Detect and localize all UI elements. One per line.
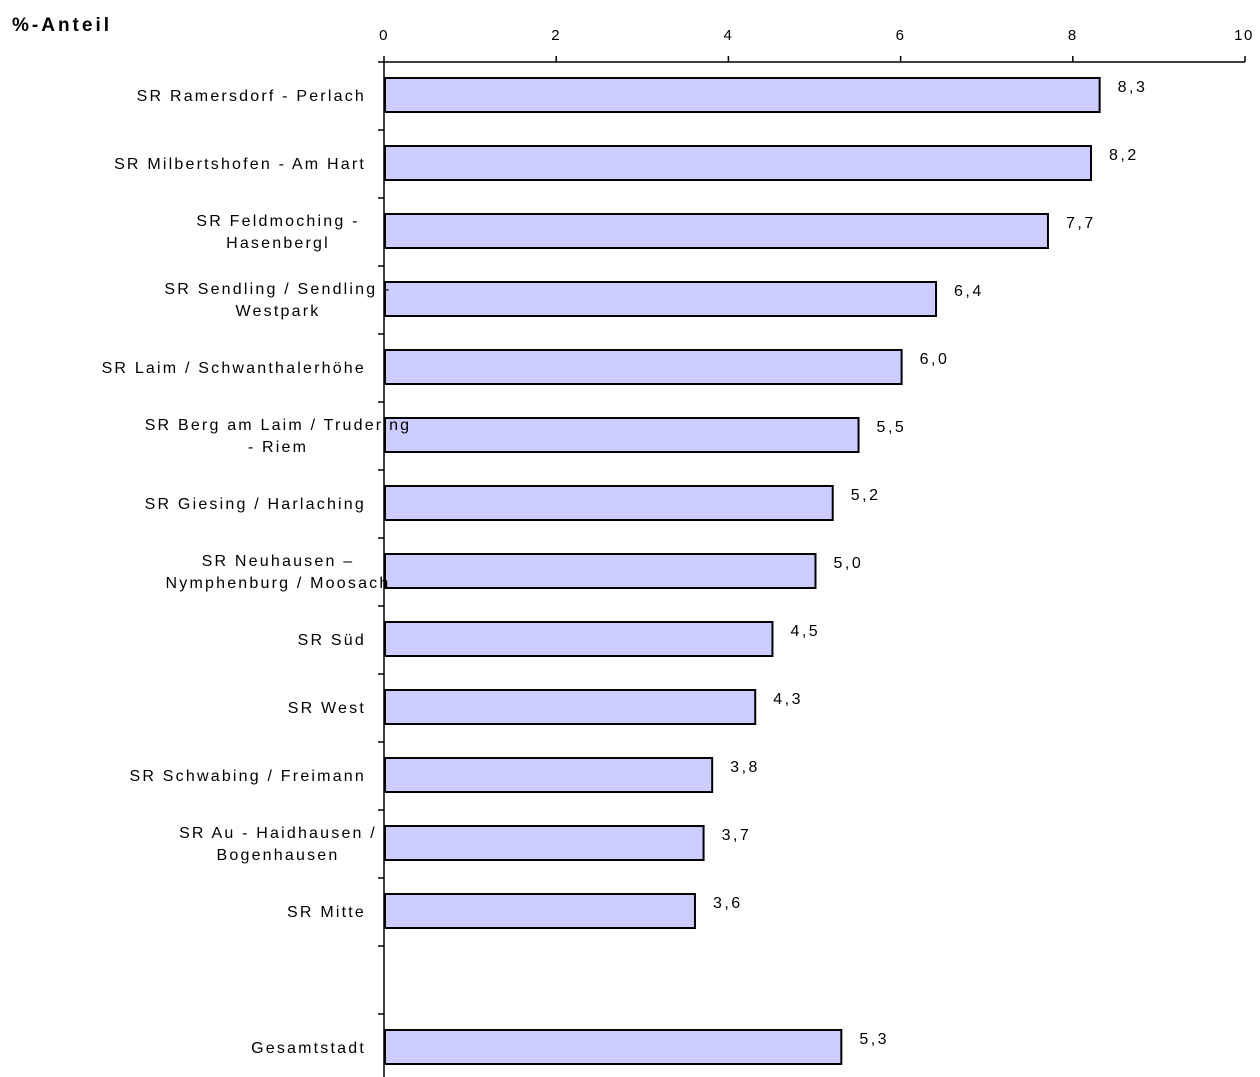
- x-tick-label: 10: [1234, 27, 1254, 44]
- bar: [384, 281, 938, 317]
- data-label: 4,5: [790, 623, 820, 640]
- bar: [384, 893, 696, 929]
- category-label: SR Süd: [298, 632, 366, 649]
- bar: [384, 349, 903, 385]
- category-label: SR Schwabing / Freimann: [130, 768, 366, 785]
- data-label: 6,4: [954, 283, 984, 300]
- unit-label: %-Anteil: [12, 15, 112, 36]
- category-label: Hasenbergl: [226, 235, 330, 252]
- category-label: SR Berg am Laim / Trudering: [145, 417, 412, 434]
- x-tick-label: 4: [723, 27, 733, 44]
- category-label: SR Ramersdorf - Perlach: [137, 88, 366, 105]
- label-layer: 0 2 4 6 8 10 8,3 SR Ramersdorf - Perlach 8,2 SR M…: [102, 27, 1254, 1057]
- category-label: SR Milbertshofen - Am Hart: [114, 156, 366, 173]
- data-label: 5,0: [834, 555, 864, 572]
- category-label: SR Laim / Schwanthalerhöhe: [102, 360, 366, 377]
- x-tick-label: 6: [896, 27, 906, 44]
- category-label: SR Sendling / Sendling -: [164, 281, 391, 298]
- bar: [384, 485, 834, 521]
- bar-layer: [384, 77, 1101, 1065]
- data-label: 7,7: [1066, 215, 1096, 232]
- data-label: 3,7: [722, 827, 752, 844]
- data-label: 6,0: [920, 351, 950, 368]
- category-label: SR Mitte: [287, 904, 366, 921]
- bar: [384, 417, 860, 453]
- x-tick-label: 2: [551, 27, 561, 44]
- category-label: Gesamtstadt: [251, 1040, 366, 1057]
- bar: [384, 553, 817, 589]
- bar: [384, 757, 714, 793]
- data-label: 8,3: [1118, 79, 1148, 96]
- category-label: Nymphenburg / Moosach: [166, 575, 391, 592]
- data-label: 3,8: [730, 759, 760, 776]
- data-label: 5,3: [859, 1031, 889, 1048]
- category-label: Bogenhausen: [217, 847, 340, 864]
- category-label: SR Giesing / Harlaching: [145, 496, 366, 513]
- data-label: 5,5: [877, 419, 907, 436]
- bar: [384, 145, 1093, 181]
- x-tick-label: 0: [379, 27, 389, 44]
- data-label: 3,6: [713, 895, 743, 912]
- category-label: SR West: [288, 700, 366, 717]
- x-tick-label: 8: [1068, 27, 1078, 44]
- data-label: 4,3: [773, 691, 803, 708]
- bar: [384, 825, 705, 861]
- category-label: SR Feldmoching -: [196, 213, 359, 230]
- data-label: 5,2: [851, 487, 881, 504]
- bar: [384, 77, 1101, 113]
- bar: [384, 621, 774, 657]
- bar: [384, 689, 757, 725]
- category-label: - Riem: [248, 439, 308, 456]
- category-label: SR Au - Haidhausen /: [179, 825, 377, 842]
- bar: [384, 213, 1049, 249]
- category-label: Westpark: [236, 303, 321, 320]
- category-label: SR Neuhausen –: [202, 553, 355, 570]
- bar: [384, 1029, 843, 1065]
- data-label: 8,2: [1109, 147, 1139, 164]
